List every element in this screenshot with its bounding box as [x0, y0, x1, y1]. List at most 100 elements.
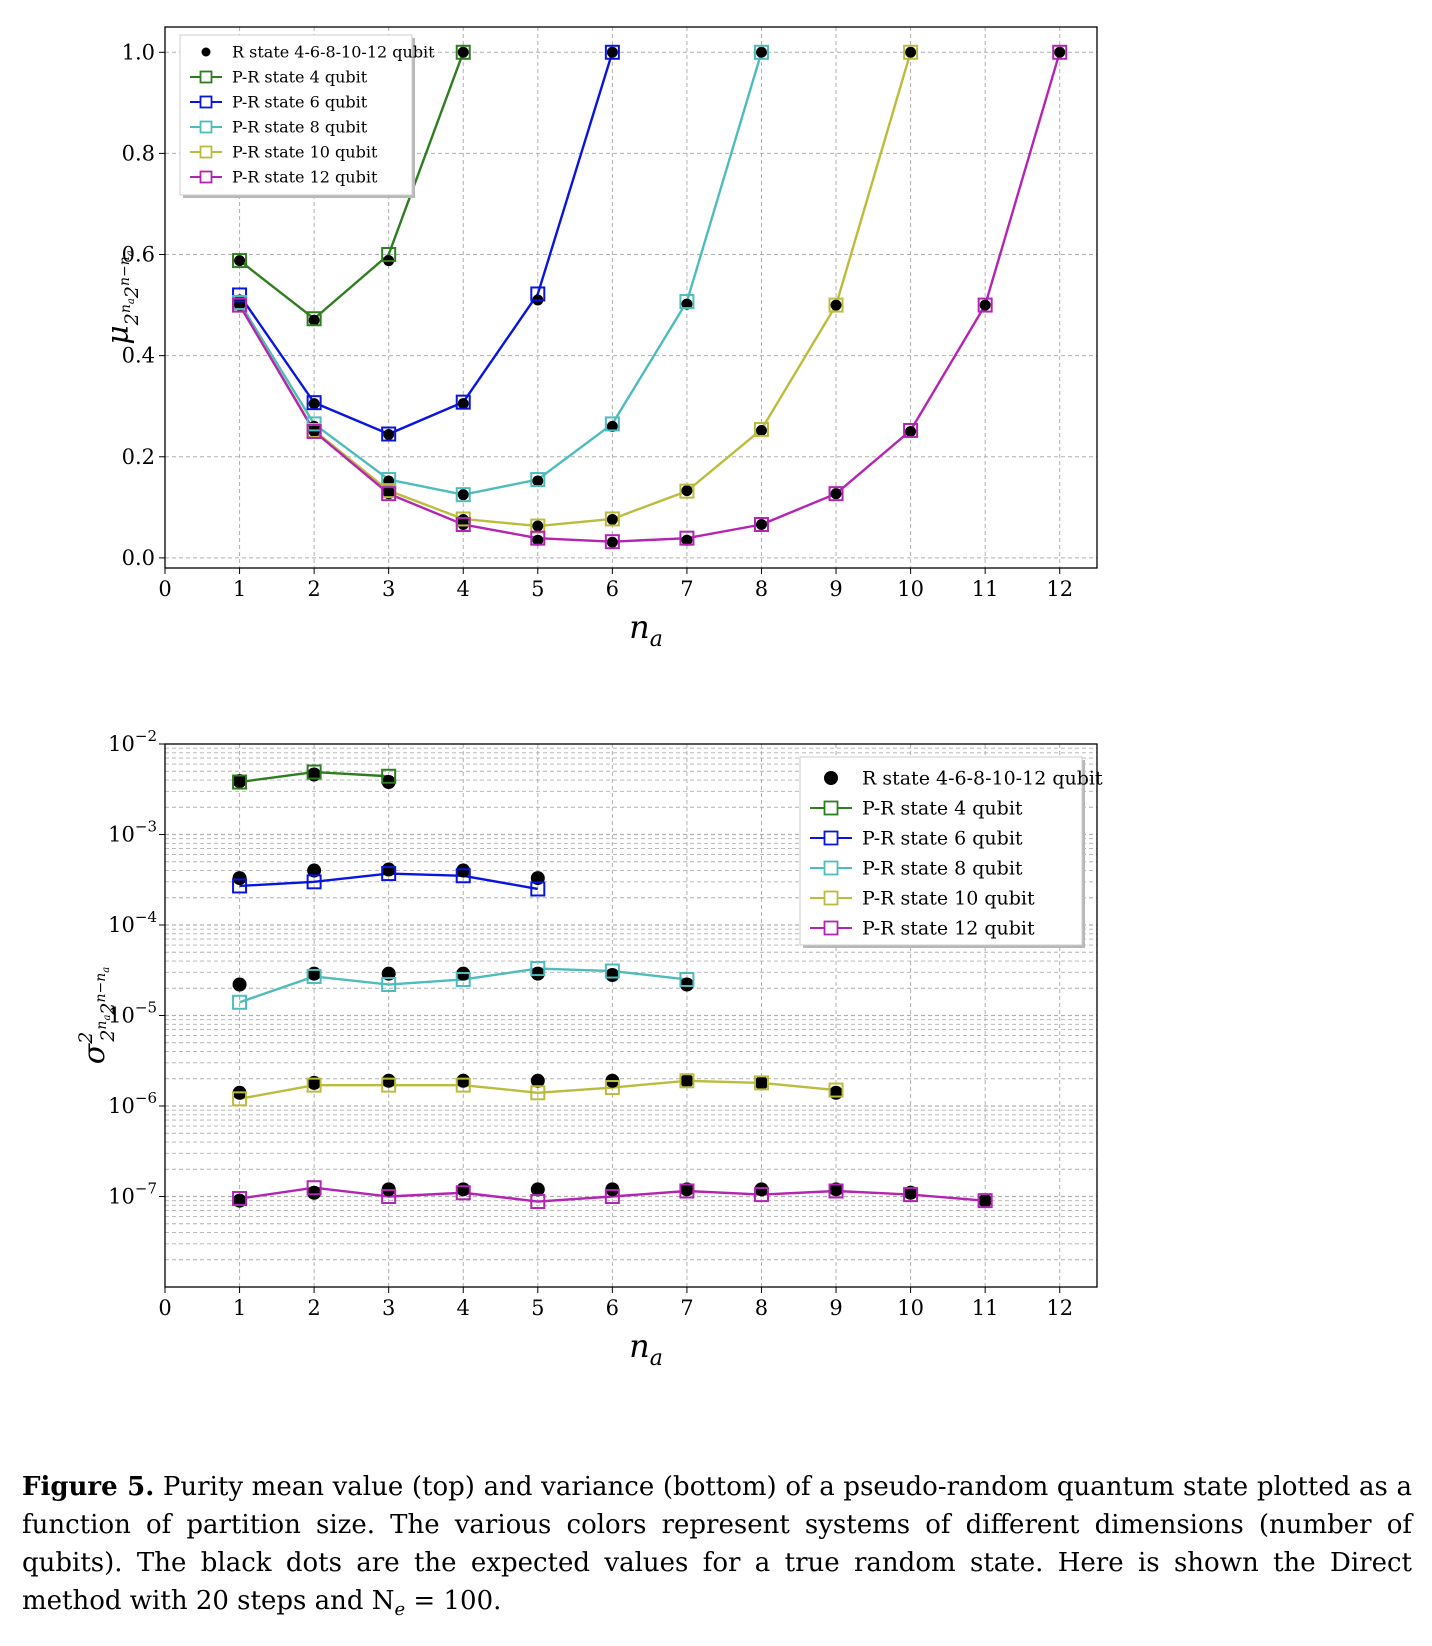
data-point-P10 — [381, 1077, 397, 1093]
data-point-R — [905, 425, 917, 437]
x-tick-label: 12 — [1046, 1296, 1073, 1320]
x-tick-label: 9 — [829, 1296, 842, 1320]
data-point-R — [681, 485, 693, 497]
caption-tail: = 100. — [405, 1586, 502, 1616]
legend-label: P-R state 8 qubit — [862, 858, 1023, 880]
data-point-R — [755, 519, 767, 531]
series-line-P12 — [238, 51, 1061, 543]
x-tick-label: 2 — [307, 1296, 320, 1320]
legend-label: P-R state 4 qubit — [862, 798, 1023, 820]
y-tick-label: 10−4 — [108, 908, 157, 937]
data-point-P12 — [530, 1194, 546, 1210]
data-point-R — [383, 429, 395, 441]
y-tick-label: 10−6 — [108, 1089, 157, 1118]
data-point-P8 — [455, 971, 471, 987]
data-point-R — [307, 966, 322, 981]
data-point-P12 — [381, 1189, 397, 1204]
data-point-R — [829, 1085, 844, 1100]
legend-marker-square — [199, 95, 213, 109]
data-point-P8 — [604, 416, 620, 432]
data-point-P12 — [977, 1193, 993, 1209]
data-point-P6 — [530, 881, 546, 897]
data-point-P12 — [679, 530, 695, 546]
legend: R state 4-6-8-10-12 qubit P-R state 4 qub… — [799, 756, 1103, 948]
x-tick-label: 0 — [158, 577, 171, 601]
data-point-P10 — [753, 421, 769, 437]
x-tick-label: 10 — [897, 1296, 924, 1320]
data-point-P4 — [306, 764, 322, 780]
data-point-P12 — [455, 517, 471, 533]
y-tick-label: 0.0 — [122, 546, 155, 570]
data-point-P12 — [903, 422, 919, 438]
data-point-P4 — [232, 253, 248, 269]
data-point-P10 — [679, 1073, 695, 1089]
data-point-R — [456, 863, 471, 878]
legend-label: P-R state 10 qubit — [232, 143, 378, 162]
data-point-R — [456, 1182, 471, 1197]
x-tick-label: 8 — [755, 577, 768, 601]
data-point-R — [606, 420, 618, 432]
x-tick-label: 5 — [531, 577, 544, 601]
data-point-R — [905, 46, 917, 58]
data-point-R — [606, 536, 618, 548]
data-point-P10 — [828, 1082, 844, 1098]
legend-marker-square — [199, 70, 213, 84]
data-point-P6 — [530, 286, 546, 302]
data-point-R — [381, 862, 396, 877]
data-point-R — [903, 1185, 918, 1200]
data-point-R — [755, 424, 767, 436]
legend-marker-square — [823, 830, 839, 846]
caption-label: Figure 5. — [22, 1472, 155, 1502]
data-point-P12 — [903, 1187, 919, 1203]
data-point-R — [830, 299, 842, 311]
legend-marker-dot — [824, 771, 838, 785]
data-point-R — [830, 488, 842, 500]
y-axis-label: σ22na2n−na — [75, 967, 119, 1065]
x-tick-label: 4 — [457, 1296, 470, 1320]
legend-marker-square — [199, 170, 213, 184]
data-point-R — [979, 299, 991, 311]
data-point-R — [829, 1182, 844, 1197]
legend-label: P-R state 12 qubit — [232, 168, 378, 187]
data-point-R — [308, 314, 320, 326]
data-point-P8 — [381, 977, 397, 993]
data-point-R — [605, 968, 620, 983]
x-tick-label: 1 — [233, 577, 246, 601]
data-point-P8 — [753, 44, 769, 60]
series-line-P4 — [238, 51, 465, 321]
data-point-R — [679, 1182, 694, 1197]
data-point-R — [755, 46, 767, 58]
data-point-P8 — [530, 961, 546, 977]
x-tick-label: 0 — [158, 1296, 171, 1320]
data-point-P6 — [604, 44, 620, 60]
data-point-P10 — [232, 1091, 248, 1107]
data-point-R — [381, 1073, 396, 1088]
y-tick-label: 10−3 — [108, 818, 157, 847]
data-point-R — [530, 1182, 545, 1197]
x-tick-label: 3 — [382, 577, 395, 601]
x-tick-label: 8 — [755, 1296, 768, 1320]
data-point-P6 — [232, 287, 248, 303]
y-tick-label: 10−7 — [108, 1180, 157, 1209]
data-point-P12 — [679, 1183, 695, 1199]
data-point-R — [532, 475, 544, 487]
y-tick-label: 10−2 — [108, 727, 157, 756]
data-point-R — [606, 46, 618, 58]
data-point-R — [457, 46, 469, 58]
series-line-P6 — [238, 51, 614, 436]
data-point-R — [307, 863, 322, 878]
data-point-P12 — [828, 1183, 844, 1199]
data-point-P10 — [455, 1077, 471, 1093]
data-point-R — [307, 1185, 322, 1200]
data-point-R — [530, 1073, 545, 1088]
data-point-R — [456, 1073, 471, 1088]
data-point-P10 — [753, 1075, 769, 1091]
data-point-P8 — [306, 968, 322, 984]
data-point-R — [232, 871, 247, 886]
data-point-R — [681, 298, 693, 310]
data-point-P8 — [530, 472, 546, 488]
legend-marker-dot — [201, 47, 211, 57]
data-point-P6 — [381, 426, 397, 442]
y-tick-label: 0.4 — [122, 344, 155, 368]
x-tick-label: 7 — [680, 1296, 693, 1320]
